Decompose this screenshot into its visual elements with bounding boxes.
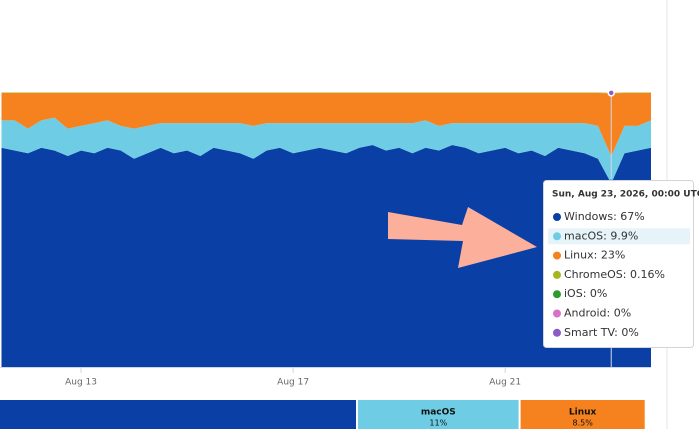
summary-value: 11% [429, 419, 447, 428]
summary-segment [0, 400, 356, 429]
tooltip-item: ChromeOS: 0.16% [564, 268, 665, 281]
legend-dot [553, 310, 561, 318]
summary-label: Linux [569, 408, 597, 418]
x-tick-label: Aug 17 [277, 378, 309, 388]
tooltip-item: macOS: 9.9% [564, 229, 638, 242]
legend-dot [553, 213, 561, 221]
tooltip-item: Smart TV: 0% [564, 326, 639, 339]
tooltip-item: Windows: 67% [564, 210, 645, 223]
tooltip-item: Linux: 23% [564, 249, 625, 262]
summary-value: 8.5% [572, 419, 593, 428]
hover-point [608, 90, 614, 96]
legend-dot [553, 271, 561, 279]
tooltip-title: Sun, Aug 23, 2026, 00:00 UTC [552, 190, 699, 200]
legend-dot [553, 290, 561, 298]
summary-label: macOS [421, 408, 456, 418]
x-tick-label: Aug 13 [65, 378, 97, 388]
legend-dot [553, 329, 561, 337]
x-tick-label: Aug 21 [489, 378, 521, 388]
legend-dot [553, 232, 561, 240]
tooltip-box [544, 181, 694, 348]
tooltip-item: iOS: 0% [564, 287, 607, 300]
legend-dot [553, 252, 561, 260]
tooltip-item: Android: 0% [564, 307, 631, 320]
